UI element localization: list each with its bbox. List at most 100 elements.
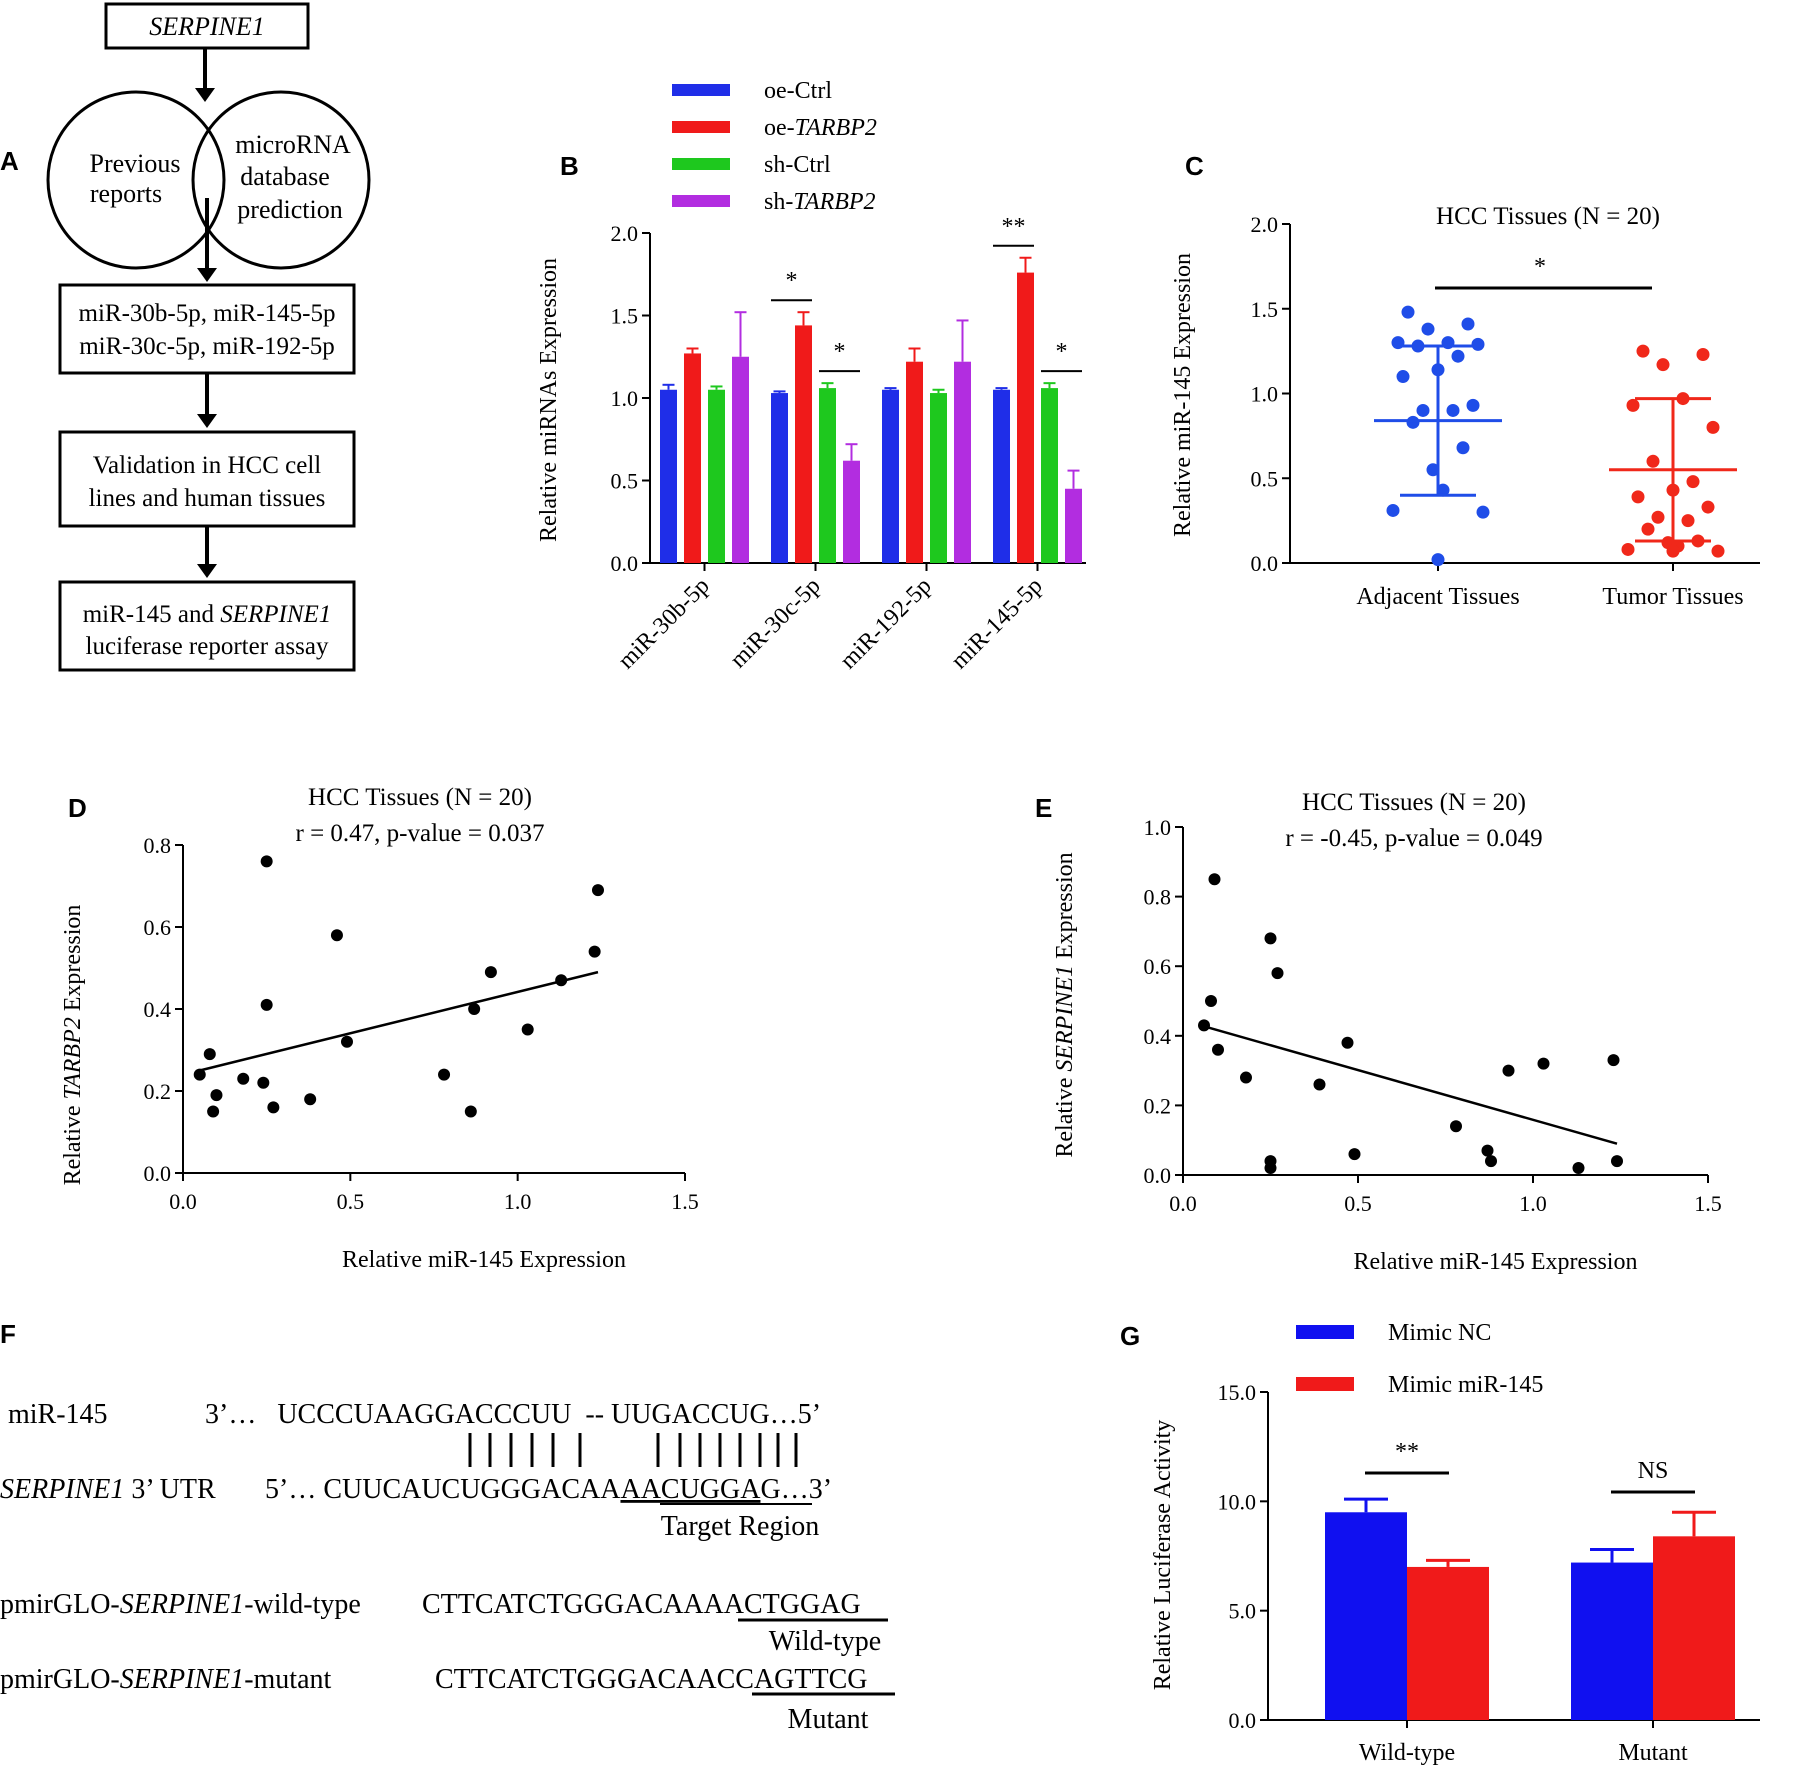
base-pairing xyxy=(468,1433,798,1467)
d-data-point xyxy=(468,1003,481,1015)
b-bar xyxy=(1017,272,1034,563)
b-x-tick-label: miR-30c-5p xyxy=(725,573,825,673)
d-data-point xyxy=(210,1089,223,1102)
b-bar xyxy=(708,389,725,563)
axes-c: 0.0 0.5 1.0 1.5 2.0 Relative miR-145 Expressi… xyxy=(1170,203,1760,610)
gene-box-text: SERPINE1 xyxy=(149,12,265,41)
e-data-point xyxy=(1240,1071,1252,1084)
e-x-axis-label: Relative miR-145 Expression xyxy=(1354,1249,1638,1275)
wt-caption: Wild-type xyxy=(769,1626,881,1657)
e-data-point xyxy=(1481,1144,1494,1157)
mirna-box-line-1: miR-30b-5p, miR-145-5p xyxy=(79,300,336,327)
d-x-axis-label: Relative miR-145 Expression xyxy=(342,1247,626,1273)
b-sig-mark: ** xyxy=(1002,214,1026,240)
arrow-4-head xyxy=(197,564,217,578)
c-data-point xyxy=(1401,305,1415,319)
g-sig-mark: ** xyxy=(1395,1439,1419,1465)
assay-box-line-1: miR-145 and SERPINE1 xyxy=(83,601,332,628)
g-y-axis-label: Relative Luciferase Activity xyxy=(1150,1420,1176,1691)
mut-construct-label: pmirGLO-SERPINE1-mutant xyxy=(0,1664,331,1695)
arrow-2-head xyxy=(197,268,217,282)
e-data-point xyxy=(1450,1120,1462,1133)
circle-right-line-2: database xyxy=(240,162,330,191)
c-data-point xyxy=(1641,522,1655,536)
c-y-tick-label: 0.0 xyxy=(1251,551,1279,576)
e-x-tick-label: 1.0 xyxy=(1519,1191,1547,1216)
g-x-tick-label: Wild-type xyxy=(1359,1740,1455,1765)
e-data-point xyxy=(1537,1057,1550,1070)
e-x-tick-label: 1.5 xyxy=(1694,1191,1722,1216)
b-bar xyxy=(771,393,788,563)
d-fit-line xyxy=(199,970,599,1072)
b-sig-mark: * xyxy=(1056,339,1068,365)
b-legend-label: oe-Ctrl xyxy=(764,78,832,104)
b-bar xyxy=(993,389,1010,563)
b-y-tick-label: 0.5 xyxy=(611,469,639,494)
circle-right-line-3: prediction xyxy=(237,195,342,224)
b-x-tick-label: miR-192-5p xyxy=(835,573,936,674)
d-data-point xyxy=(340,1035,353,1048)
c-data-point xyxy=(1706,420,1720,434)
c-y-tick-label: 1.5 xyxy=(1251,297,1279,322)
d-data-point xyxy=(588,945,601,958)
c-data-point xyxy=(1471,337,1485,351)
b-legend-swatch xyxy=(672,121,730,133)
c-data-point xyxy=(1711,544,1725,558)
panel-label-e: E xyxy=(1035,793,1052,823)
utr-label: SERPINE1 3’ UTR xyxy=(0,1474,216,1505)
validation-box-line-2: lines and human tissues xyxy=(89,485,326,512)
e-data-point xyxy=(1572,1162,1585,1175)
arrow-3-head xyxy=(197,414,217,428)
d-y-tick-label: 0.6 xyxy=(144,915,172,940)
d-data-point xyxy=(257,1076,270,1089)
validation-box-line-1: Validation in HCC cell xyxy=(93,452,321,479)
panel-label-d: D xyxy=(68,793,87,823)
e-data-point xyxy=(1485,1155,1497,1168)
d-y-tick-label: 0.8 xyxy=(144,833,172,858)
e-y-tick-label: 0.8 xyxy=(1144,885,1172,910)
panel-label-g: G xyxy=(1120,1321,1140,1351)
b-bar xyxy=(882,389,899,563)
e-data-point xyxy=(1264,932,1277,945)
c-data-point xyxy=(1636,344,1650,358)
venn-circle-right xyxy=(191,90,371,270)
c-data-point xyxy=(1436,483,1450,497)
e-y-tick-label: 0.2 xyxy=(1144,1093,1172,1118)
g-y-tick-label: 10.0 xyxy=(1218,1489,1257,1514)
b-bar xyxy=(684,353,701,563)
e-y-axis-label: Relative SERPINE1 Expression xyxy=(1052,852,1078,1157)
b-legend-label: sh-Ctrl xyxy=(764,152,831,178)
panel-d: D 0.0 0.2 0.4 0.6 0.8 0.0 0.5 1.0 1.5 Relative mi… xyxy=(60,784,699,1273)
d-data-point xyxy=(207,1105,220,1118)
c-data-point xyxy=(1621,542,1635,556)
e-y-tick-label: 0.4 xyxy=(1144,1024,1172,1049)
utr-sequence: 5’… CUUCAUCUGGGACAAAACUGGAG…3’ xyxy=(265,1474,832,1505)
c-data-point xyxy=(1421,322,1435,336)
d-title: HCC Tissues (N = 20) xyxy=(308,784,532,811)
e-stats: r = -0.45, p-value = 0.049 xyxy=(1285,825,1542,852)
d-data-point xyxy=(267,1101,280,1114)
circle-right-line-1: microRNA xyxy=(235,130,351,159)
e-y-tick-label: 0.0 xyxy=(1144,1163,1172,1188)
bars-g xyxy=(1325,1497,1735,1720)
e-data-point xyxy=(1313,1078,1326,1091)
d-data-point xyxy=(304,1093,317,1106)
d-x-tick-label: 0.0 xyxy=(169,1189,197,1214)
d-x-tick-label: 0.5 xyxy=(337,1189,365,1214)
e-fit-line xyxy=(1200,1024,1618,1145)
e-data-point xyxy=(1341,1036,1354,1049)
d-y-tick-label: 0.2 xyxy=(144,1079,172,1104)
c-data-point xyxy=(1396,370,1410,384)
g-legend-label: Mimic NC xyxy=(1388,1320,1491,1346)
panel-label-a: A xyxy=(0,146,19,176)
d-y-tick-label: 0.0 xyxy=(144,1161,172,1186)
assay-box xyxy=(58,580,356,672)
e-y-tick-label: 1.0 xyxy=(1144,815,1172,840)
g-y-tick-label: 5.0 xyxy=(1229,1599,1257,1624)
e-title: HCC Tissues (N = 20) xyxy=(1302,789,1526,816)
c-data-point xyxy=(1466,398,1480,412)
c-data-point xyxy=(1686,475,1700,489)
c-y-tick-label: 1.0 xyxy=(1251,382,1279,407)
b-bar xyxy=(819,388,836,563)
